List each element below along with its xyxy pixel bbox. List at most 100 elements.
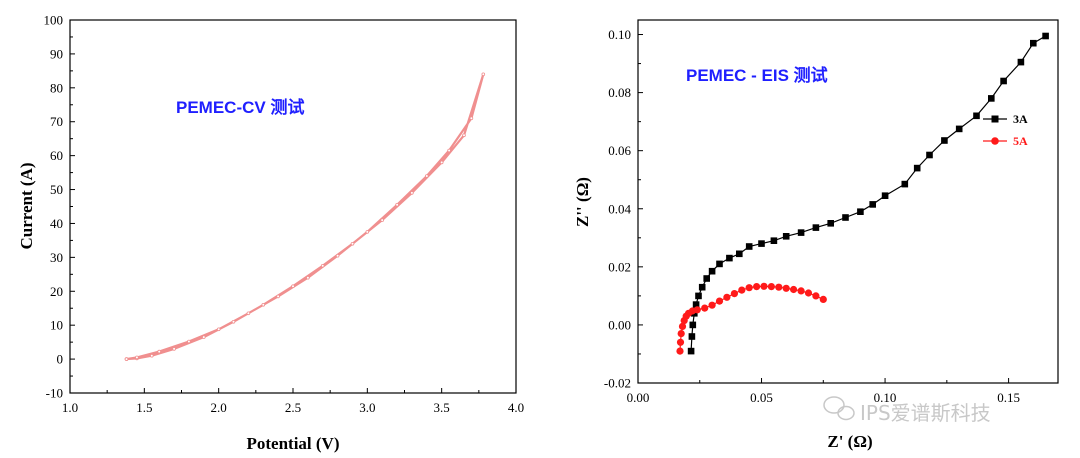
eis-point-3A [1000, 77, 1007, 85]
eis-point-3A [689, 321, 697, 329]
cv-y-tick-label: 90 [50, 46, 63, 61]
cv-y-tick-label: 50 [50, 182, 63, 197]
eis-point-3A [736, 250, 743, 258]
cv-y-tick-label: 100 [44, 13, 64, 28]
eis-point-3A [687, 347, 695, 355]
cv-y-tick-label: 80 [50, 80, 63, 95]
eis-point-5A [782, 284, 790, 292]
eis-point-3A [869, 201, 876, 208]
eis-point-3A [688, 333, 696, 340]
eis-point-5A [730, 290, 739, 298]
eis-legend: 3A 5A [983, 112, 1028, 148]
cv-x-tick-label: 1.0 [62, 400, 78, 415]
eis-x-axis-label: Z' (Ω) [827, 432, 872, 451]
cv-point [150, 353, 154, 358]
eis-point-3A [913, 164, 921, 172]
cv-point [439, 160, 444, 165]
eis-point-5A [790, 285, 798, 294]
eis-y-tick-label: 0.04 [608, 201, 631, 216]
eis-point-3A [758, 240, 765, 247]
cv-point [481, 72, 486, 77]
cv-y-tick-label: 60 [50, 148, 63, 163]
eis-point-3A [973, 112, 980, 120]
eis-point-5A [819, 295, 827, 303]
eis-annotation: PEMEC - EIS 测试 [686, 65, 828, 85]
cv-point [350, 242, 355, 246]
eis-x-tick-label: 0.15 [997, 390, 1020, 405]
cv-point [365, 230, 370, 234]
cv-point [306, 275, 310, 280]
eis-y-axis-label: Z'' (Ω) [573, 177, 592, 227]
eis-point-3A [695, 292, 702, 300]
eis-y-tick-label: 0.00 [608, 317, 631, 332]
eis-y-tick-label: -0.02 [604, 376, 631, 391]
eis-x-tick-label: 0.10 [874, 390, 897, 405]
cv-y-axis-label: Current (A) [17, 162, 36, 249]
cv-point [124, 357, 129, 361]
eis-point-3A [698, 283, 706, 291]
eis-point-3A [827, 220, 834, 227]
cv-y-tick-label: 20 [50, 284, 63, 299]
eis-point-3A [1017, 58, 1025, 66]
cv-x-tick-label: 4.0 [508, 400, 524, 415]
cv-point [424, 174, 429, 178]
eis-point-3A [812, 224, 820, 231]
cv-point [335, 253, 340, 258]
cv-point [231, 319, 236, 324]
eis-x-tick-label: 0.00 [627, 390, 650, 405]
eis-y-tick-label: 0.08 [608, 85, 631, 100]
eis-point-5A [715, 297, 724, 305]
eis-point-5A [745, 284, 753, 292]
eis-line-3A [690, 35, 1046, 352]
eis-point-3A [941, 137, 948, 144]
cv-point [469, 116, 474, 121]
cv-point [320, 263, 325, 268]
watermark: IPS爱谱斯科技 [823, 396, 991, 425]
cv-point [447, 148, 451, 153]
cv-x-tick-label: 3.0 [359, 400, 375, 415]
eis-plot-frame [637, 19, 1059, 384]
cv-point [410, 191, 414, 195]
eis-point-5A [804, 289, 813, 297]
cv-y-tick-label: 10 [50, 318, 63, 333]
eis-point-3A [926, 151, 933, 159]
cv-point [462, 133, 466, 138]
eis-point-3A [955, 125, 963, 133]
wechat-icon [823, 396, 855, 421]
eis-point-3A [1030, 39, 1037, 47]
legend-label-5A: 5A [1013, 134, 1028, 148]
cv-point [380, 218, 385, 222]
eis-point-3A [703, 275, 710, 282]
eis-point-5A [676, 338, 685, 346]
cv-x-tick-label: 1.5 [136, 400, 152, 415]
eis-point-3A [797, 229, 805, 236]
eis-point-5A [812, 292, 820, 300]
eis-point-3A [745, 243, 753, 250]
eis-chart: 0.00 0.05 0.10 0.15 -0.020.000.020.040.060.… [573, 19, 1059, 451]
legend-marker-3A [991, 115, 999, 123]
cv-series [124, 72, 486, 361]
watermark-text: IPS爱谱斯科技 [860, 401, 991, 425]
eis-point-5A [677, 330, 685, 338]
cv-y-tick-label: 70 [50, 114, 63, 129]
eis-x-ticks: 0.00 0.05 0.10 0.15 [627, 378, 1020, 405]
cv-x-tick-label: 2.5 [285, 400, 301, 415]
cv-point [291, 284, 295, 289]
cv-point [276, 294, 280, 299]
cv-plot-frame [69, 19, 517, 394]
eis-point-3A [988, 95, 995, 102]
cv-loop-line [126, 73, 485, 361]
cv-x-ticks: 1.0 1.5 2.0 2.5 3.0 3.5 4.0 [62, 388, 524, 415]
cv-point [187, 339, 191, 344]
cv-x-axis-label: Potential (V) [246, 434, 339, 453]
cv-annotation: PEMEC-CV 测试 [176, 97, 304, 117]
cv-point [135, 355, 139, 360]
eis-point-5A [701, 304, 709, 312]
eis-point-5A [678, 322, 687, 330]
eis-point-5A [797, 287, 805, 295]
cv-y-ticks: -10 0 10 20 30 40 50 60 70 80 90 100 [44, 13, 75, 401]
eis-y-tick-label: 0.10 [608, 27, 631, 42]
cv-point [395, 203, 399, 207]
cv-point [216, 327, 221, 332]
eis-point-3A [726, 254, 733, 262]
